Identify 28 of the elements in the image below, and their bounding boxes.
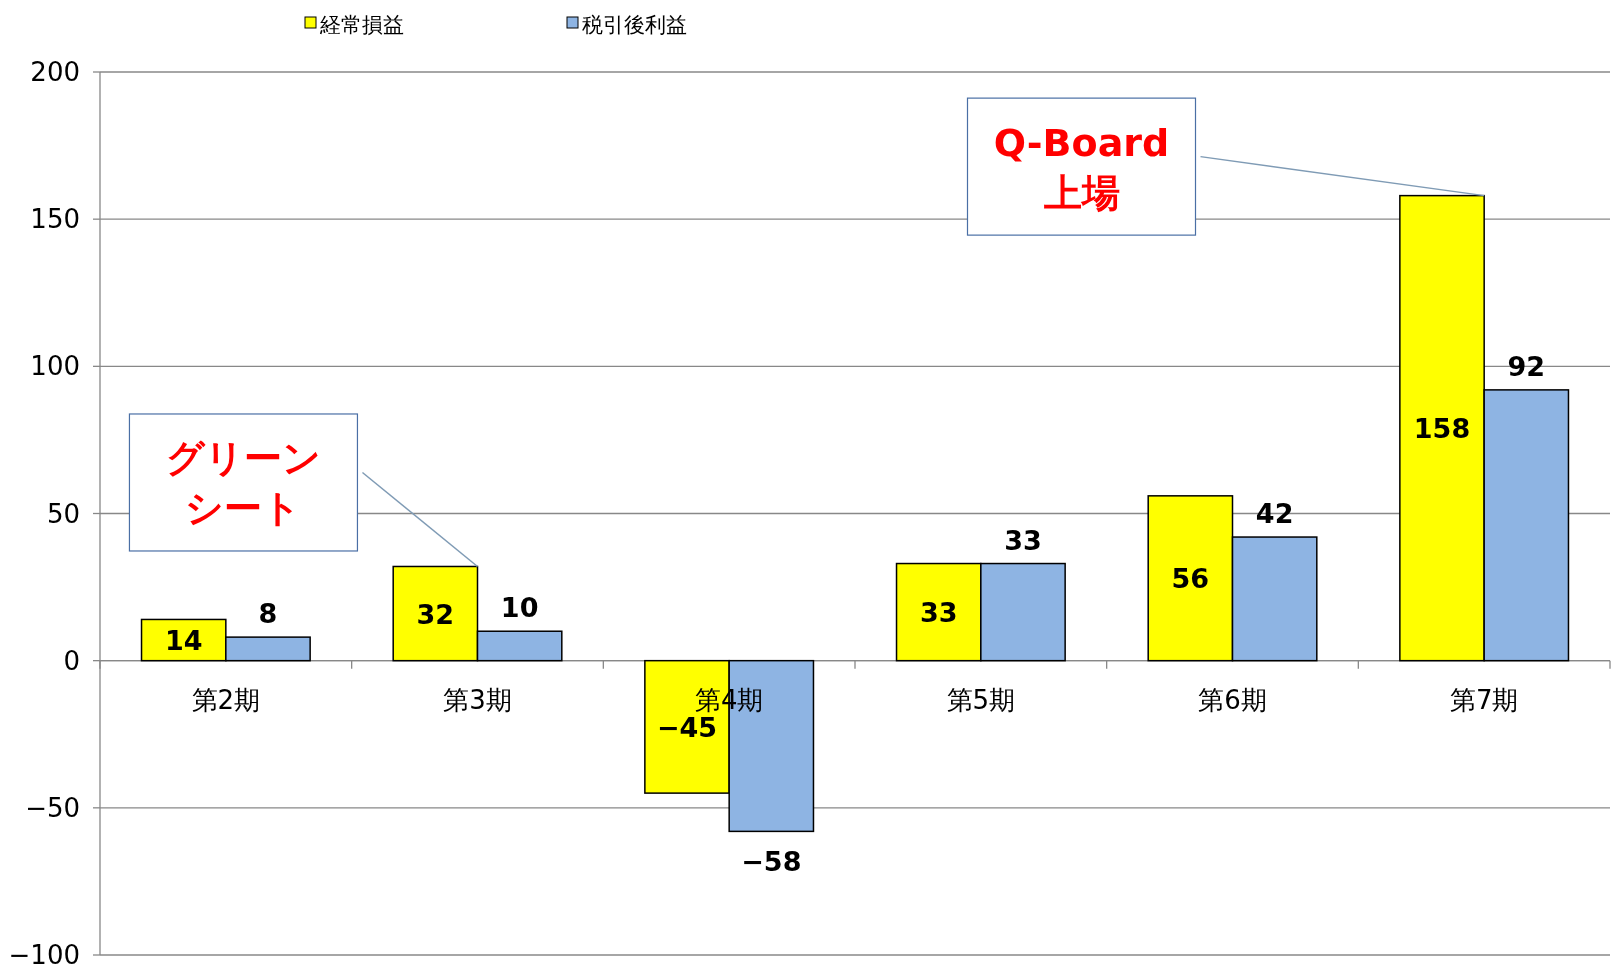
data-label: 158 (1413, 413, 1471, 445)
data-label: 33 (919, 597, 958, 629)
data-label: 33 (1004, 524, 1042, 556)
data-label: 10 (500, 592, 539, 624)
y-tick-label: 200 (30, 57, 80, 87)
y-tick-label: −50 (25, 792, 80, 823)
data-label: 42 (1255, 498, 1294, 530)
data-label: 14 (164, 625, 203, 657)
annotation: Q-Board 上場 (993, 120, 1170, 215)
x-tick-label: 第3期 (443, 684, 512, 715)
data-label: −58 (741, 846, 802, 878)
x-tick-label: 第2期 (191, 684, 261, 715)
y-tick-label: 50 (46, 498, 80, 529)
data-label: 56 (1171, 563, 1210, 595)
x-tick-label: 第5期 (946, 684, 1016, 715)
data-label: 8 (258, 598, 278, 630)
x-tick-label: 第7期 (1449, 684, 1519, 715)
legend-label: 税引後利益 (582, 13, 687, 37)
data-label: 32 (416, 598, 455, 630)
data-label: 92 (1507, 350, 1546, 382)
annotation: グリーンシート (165, 436, 321, 531)
y-tick-label: 0 (63, 645, 80, 676)
y-tick-label: 150 (30, 204, 80, 235)
x-tick-label: 第6期 (1198, 684, 1267, 715)
legend-label: 経常損益 (319, 13, 404, 37)
x-tick-label: 第4期 (694, 684, 764, 715)
y-tick-label: 100 (30, 351, 80, 382)
y-tick-label: −100 (8, 940, 80, 970)
